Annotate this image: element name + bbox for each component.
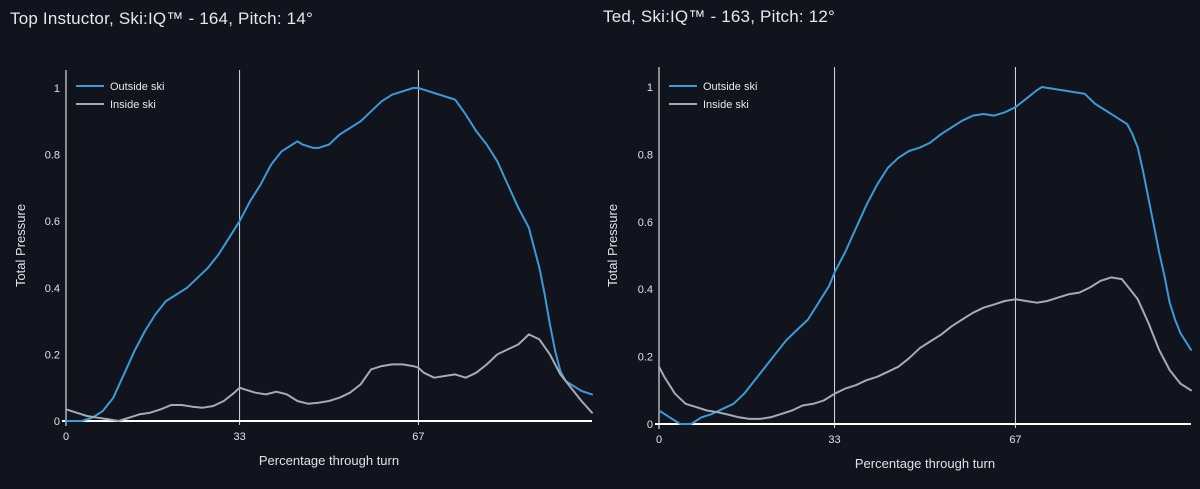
series-line-outside-ski — [65, 87, 593, 422]
legend-item-label[interactable]: Outside ski — [703, 81, 757, 93]
y-tick-label: 0.6 — [45, 216, 60, 228]
legend-item-label[interactable]: Inside ski — [703, 99, 749, 111]
x-tick-label: 0 — [656, 434, 662, 446]
legend: Outside ski Inside ski — [669, 81, 757, 111]
legend-item-label[interactable]: Inside ski — [110, 99, 156, 111]
y-tick-label: 0.4 — [638, 284, 653, 296]
series-line-inside-ski — [658, 276, 1192, 420]
chart-panel-1: Top Instuctor, Ski:IQ™ - 164, Pitch: 14°… — [10, 9, 593, 468]
legend: Outside ski Inside ski — [76, 81, 164, 111]
series-line-outside-ski — [658, 86, 1192, 425]
y-tick-label: 0.2 — [638, 352, 653, 364]
y-tick-label: 0.4 — [45, 283, 60, 295]
x-tick-label: 67 — [1009, 434, 1021, 446]
y-tick-label: 1 — [647, 82, 653, 94]
y-tick-label: 0 — [54, 416, 60, 428]
y-tick-label: 0.6 — [638, 217, 653, 229]
chart-panel-2: Ted, Ski:IQ™ - 163, Pitch: 12° 0 0.2 0.4 0.6… — [603, 7, 1192, 471]
y-tick-label: 1 — [54, 83, 60, 95]
y-tick-label: 0 — [647, 419, 653, 431]
chart-title: Top Instuctor, Ski:IQ™ - 164, Pitch: 14° — [10, 9, 313, 28]
x-tick-label: 33 — [233, 431, 245, 443]
y-tick-label: 0.2 — [45, 349, 60, 361]
y-tick-label: 0.8 — [45, 150, 60, 162]
series-line-inside-ski — [65, 333, 593, 422]
y-axis-title: Total Pressure — [13, 204, 28, 287]
legend-item-label[interactable]: Outside ski — [110, 81, 164, 93]
x-tick-label: 33 — [828, 434, 840, 446]
x-axis-title: Percentage through turn — [259, 453, 399, 468]
y-tick-label: 0.8 — [638, 149, 653, 161]
chart-title: Ted, Ski:IQ™ - 163, Pitch: 12° — [603, 7, 835, 26]
x-tick-label: 0 — [63, 431, 69, 443]
x-tick-label: 67 — [412, 431, 424, 443]
x-axis-title: Percentage through turn — [855, 456, 995, 471]
y-axis-title: Total Pressure — [605, 204, 620, 287]
